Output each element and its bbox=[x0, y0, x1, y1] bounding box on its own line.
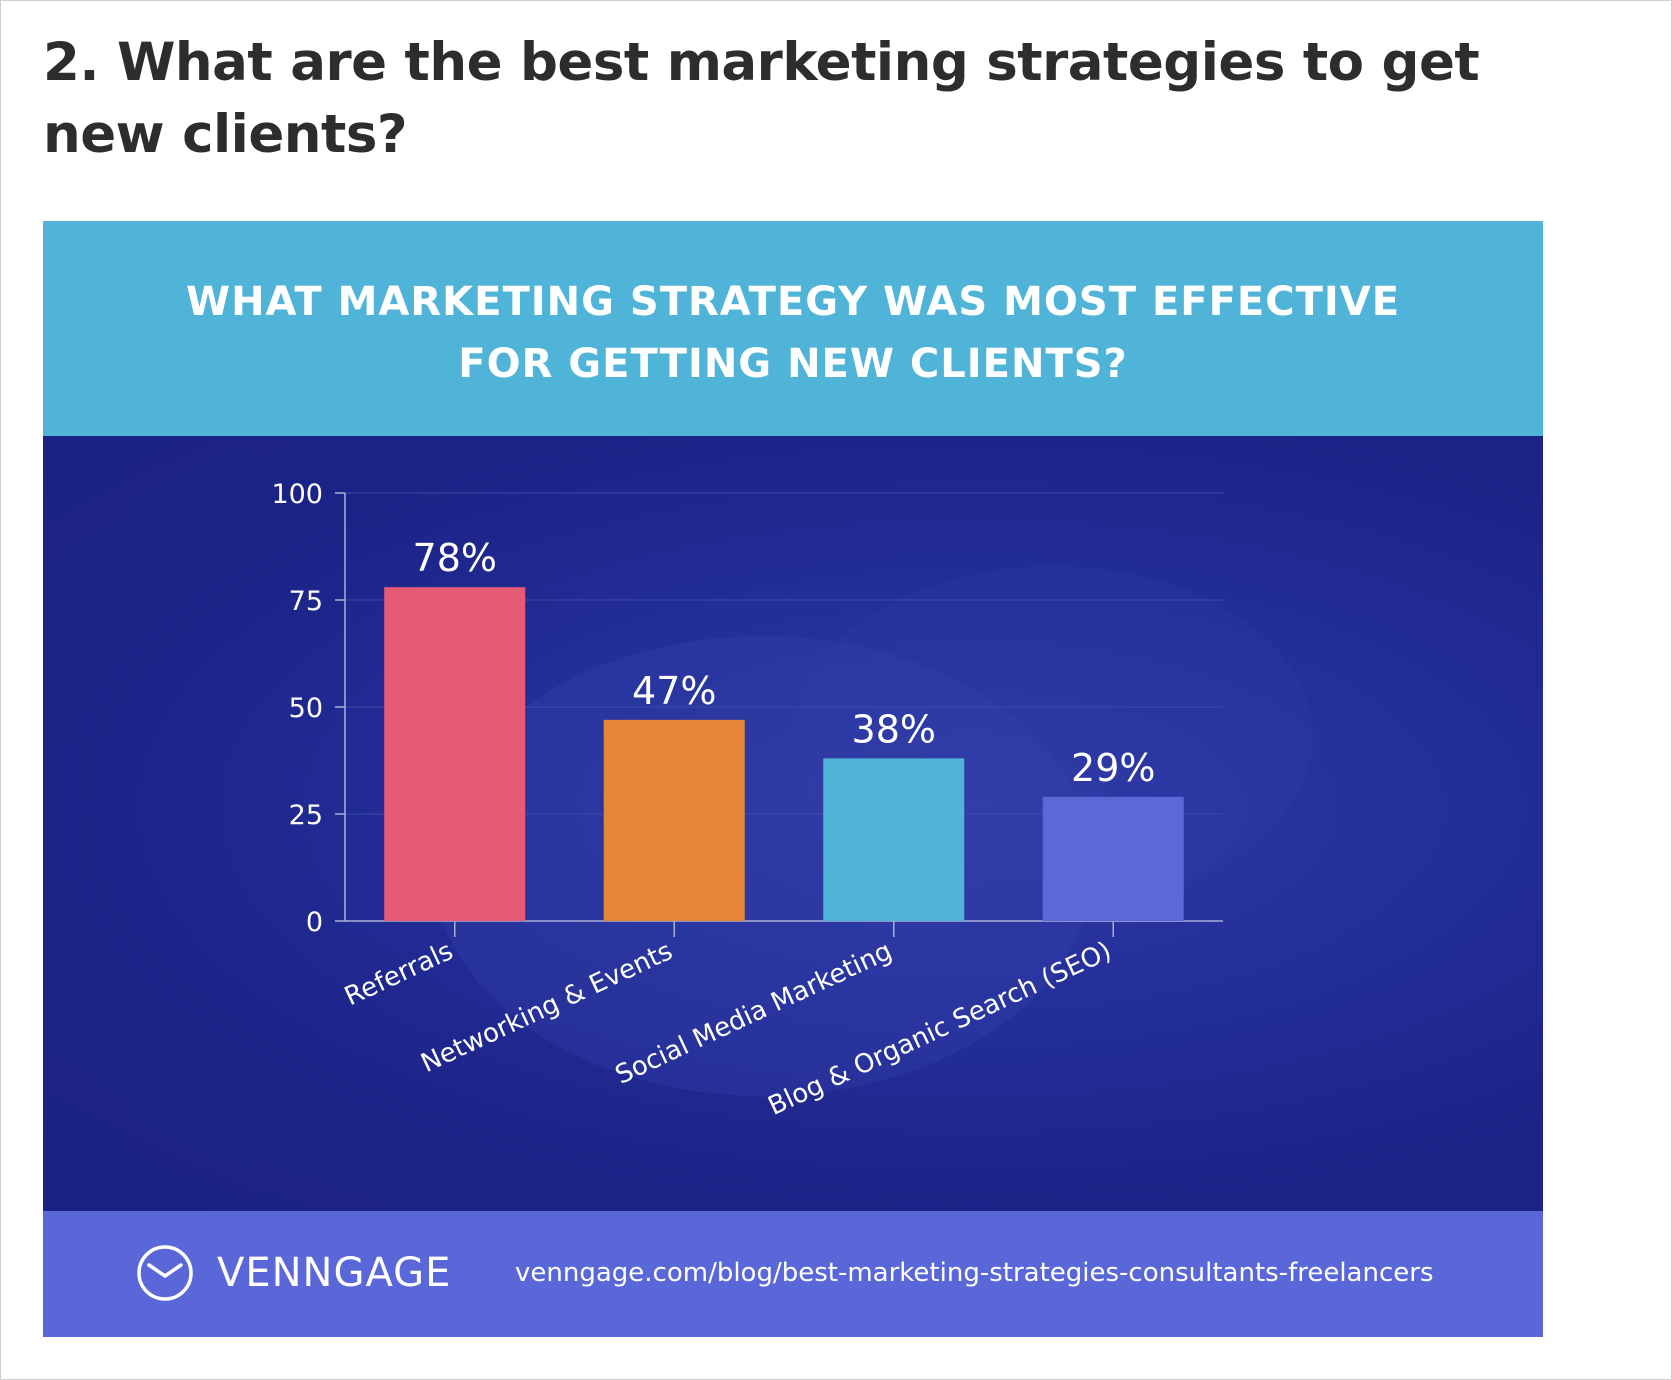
background-shape bbox=[433, 636, 1093, 1096]
source-url[interactable]: venngage.com/blog/best-marketing-strateg… bbox=[515, 1258, 1434, 1288]
chart-title-line-2: FOR GETTING NEW CLIENTS? bbox=[458, 341, 1128, 387]
y-tick-label: 50 bbox=[289, 693, 323, 724]
y-tick-label: 0 bbox=[306, 907, 323, 938]
chart-title: WHAT MARKETING STRATEGY WAS MOST EFFECTI… bbox=[103, 271, 1483, 395]
bar[interactable] bbox=[1042, 796, 1184, 921]
y-tick-label: 25 bbox=[289, 800, 323, 831]
bar[interactable] bbox=[823, 758, 965, 921]
data-label: 38% bbox=[852, 707, 936, 751]
data-label: 29% bbox=[1071, 746, 1155, 790]
data-label: 78% bbox=[413, 536, 497, 580]
article-heading: 2. What are the best marketing strategie… bbox=[43, 32, 1480, 165]
data-label: 47% bbox=[632, 669, 716, 713]
y-tick-label: 100 bbox=[271, 479, 323, 510]
chart-title-line-1: WHAT MARKETING STRATEGY WAS MOST EFFECTI… bbox=[185, 279, 1401, 325]
chart-area: 0 25 50 75 100 78% Referrals 47% Networking & Ev… bbox=[43, 436, 1543, 1211]
bar[interactable] bbox=[603, 719, 745, 921]
clock-circle-icon bbox=[137, 1245, 193, 1301]
y-tick-label: 75 bbox=[289, 586, 323, 617]
infographic: WHAT MARKETING STRATEGY WAS MOST EFFECTI… bbox=[43, 221, 1543, 1337]
brand-name: VENNGAGE bbox=[217, 1250, 452, 1296]
x-tick-label: Referrals bbox=[340, 936, 458, 1012]
infographic-banner: WHAT MARKETING STRATEGY WAS MOST EFFECTI… bbox=[43, 221, 1543, 436]
infographic-footer: VENNGAGE venngage.com/blog/best-marketin… bbox=[43, 1211, 1543, 1337]
bar[interactable] bbox=[384, 587, 526, 921]
